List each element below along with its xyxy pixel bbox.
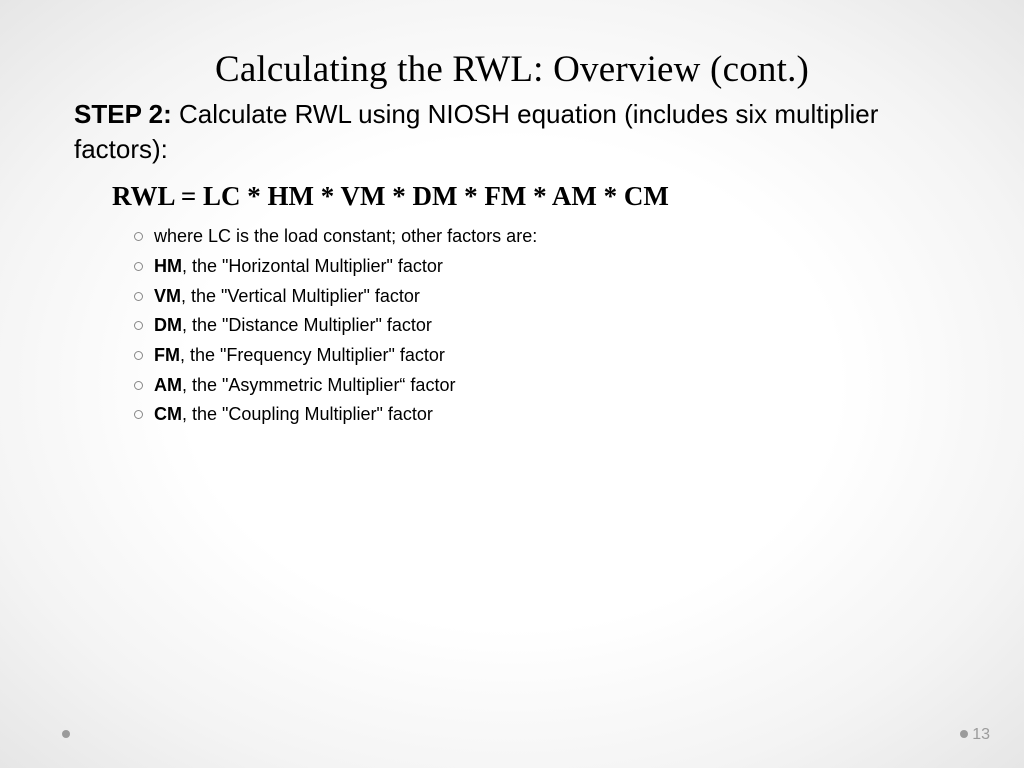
factor-text: , the "Coupling Multiplier" factor	[182, 404, 433, 424]
factor-abbr: AM	[154, 375, 182, 395]
factor-list: where LC is the load constant; other fac…	[132, 222, 954, 430]
factor-text: , the "Frequency Multiplier" factor	[180, 345, 445, 365]
list-item: AM, the "Asymmetric Multiplier“ factor	[132, 371, 954, 401]
list-item: DM, the "Distance Multiplier" factor	[132, 311, 954, 341]
factor-abbr: DM	[154, 315, 182, 335]
rwl-equation: RWL = LC * HM * VM * DM * FM * AM * CM	[112, 181, 954, 212]
factor-abbr: HM	[154, 256, 182, 276]
factor-text: , the "Horizontal Multiplier" factor	[182, 256, 443, 276]
list-item: CM, the "Coupling Multiplier" factor	[132, 400, 954, 430]
factor-text: where LC is the load constant; other fac…	[154, 226, 537, 246]
decorative-dot-icon	[62, 730, 70, 738]
step-label: STEP 2:	[74, 99, 172, 129]
list-item: FM, the "Frequency Multiplier" factor	[132, 341, 954, 371]
factor-abbr: CM	[154, 404, 182, 424]
factor-abbr: VM	[154, 286, 181, 306]
step-description: STEP 2: Calculate RWL using NIOSH equati…	[74, 97, 914, 167]
list-item: VM, the "Vertical Multiplier" factor	[132, 282, 954, 312]
list-item: HM, the "Horizontal Multiplier" factor	[132, 252, 954, 282]
factor-text: , the "Distance Multiplier" factor	[182, 315, 432, 335]
slide: Calculating the RWL: Overview (cont.) ST…	[0, 0, 1024, 768]
factor-abbr: FM	[154, 345, 180, 365]
list-item: where LC is the load constant; other fac…	[132, 222, 954, 252]
factor-text: , the "Asymmetric Multiplier“ factor	[182, 375, 455, 395]
factor-text: , the "Vertical Multiplier" factor	[181, 286, 420, 306]
slide-title: Calculating the RWL: Overview (cont.)	[70, 48, 954, 91]
decorative-dot-icon	[960, 730, 968, 738]
page-number: 13	[972, 726, 990, 744]
step-text: Calculate RWL using NIOSH equation (incl…	[74, 99, 878, 164]
